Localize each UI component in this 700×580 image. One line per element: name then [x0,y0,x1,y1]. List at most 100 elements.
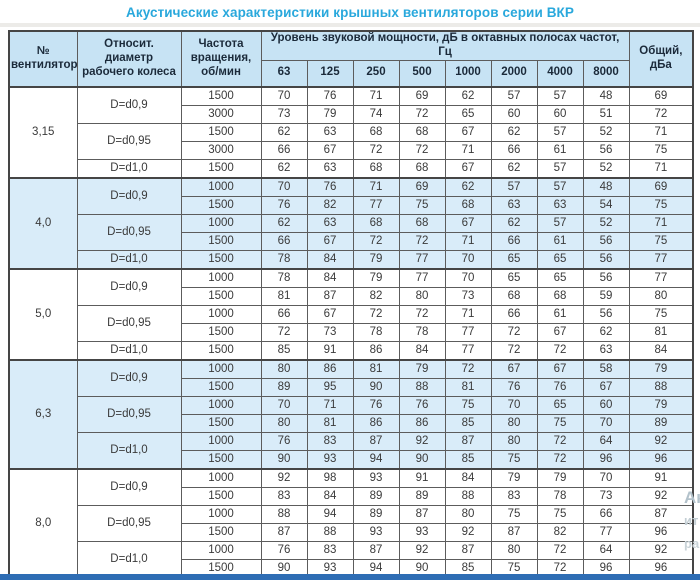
level-cell: 48 [582,85,630,106]
level-cell: 76 [306,176,354,197]
freq-header-8000: 8000 [582,59,630,88]
level-cell: 92 [260,467,308,488]
level-cell: 62 [582,322,630,342]
level-cell: 71 [352,85,400,106]
level-cell: 63 [582,340,630,361]
level-cell: 72 [536,540,584,560]
rpm-cell: 1000 [180,431,262,451]
fan-number-cell: 4,0 [8,176,78,270]
level-cell: 68 [352,122,400,142]
level-cell: 67 [444,213,492,233]
level-cell: 93 [398,522,446,542]
fan-number-cell: 8,0 [8,467,78,579]
freq-header-4000: 4000 [536,59,584,88]
total-cell: 92 [628,540,694,560]
table-row: 1500 72 73 78 78 77 72 67 62 81 [9,322,694,342]
rpm-cell: 1500 [180,85,262,106]
level-cell: 57 [490,176,538,197]
level-cell: 75 [444,395,492,415]
level-cell: 78 [260,267,308,288]
total-cell: 75 [628,231,694,251]
level-cell: 87 [306,286,354,306]
level-cell: 67 [536,322,584,342]
level-cell: 94 [306,504,354,524]
level-cell: 68 [352,158,400,179]
level-cell: 87 [398,504,446,524]
level-cell: 93 [352,467,400,488]
level-cell: 81 [352,358,400,379]
level-cell: 78 [536,486,584,506]
total-cell: 77 [628,267,694,288]
level-cell: 81 [306,413,354,433]
level-cell: 86 [398,413,446,433]
level-cell: 89 [352,486,400,506]
level-cell: 62 [490,158,538,179]
level-cell: 87 [352,540,400,560]
level-cell: 72 [398,231,446,251]
watermark-fragment: ит [684,513,699,528]
level-cell: 57 [536,85,584,106]
level-cell: 79 [352,267,400,288]
freq-header-250: 250 [352,59,400,88]
level-cell: 86 [306,358,354,379]
level-cell: 82 [536,522,584,542]
total-cell: 79 [628,358,694,379]
table-row: D=d0,95 1000 66 67 72 72 71 66 61 56 75 [9,304,694,342]
level-cell: 72 [352,231,400,251]
level-cell: 91 [398,467,446,488]
level-cell: 61 [536,304,584,324]
level-cell: 68 [444,195,492,215]
level-cell: 57 [536,213,584,233]
frequency-header-row: 63 125 250 500 1000 2000 4000 8000 [9,59,693,88]
level-cell: 72 [536,449,584,470]
level-cell: 77 [582,522,630,542]
diameter-cell: D=d0,95 [76,213,182,251]
level-cell: 71 [444,140,492,160]
level-cell: 68 [398,158,446,179]
level-cell: 60 [536,104,584,124]
level-cell: 78 [352,322,400,342]
total-cell: 89 [628,413,694,433]
level-cell: 77 [352,195,400,215]
level-cell: 94 [352,558,400,579]
col-header-rpm: Частота вращения, об/мин [180,30,262,88]
total-cell: 75 [628,195,694,215]
rpm-cell: 1500 [180,340,262,361]
diameter-cell: D=d0,9 [76,176,182,215]
level-cell: 67 [582,377,630,397]
level-cell: 76 [490,377,538,397]
table-row: D=d1,0 1000 76 83 87 92 87 80 72 64 92 [9,431,694,470]
level-cell: 70 [260,85,308,106]
rpm-cell: 3000 [180,140,262,160]
level-cell: 88 [398,377,446,397]
watermark-fragment: Ак [684,488,700,507]
level-cell: 57 [536,176,584,197]
rpm-cell: 1500 [180,286,262,306]
level-cell: 85 [444,413,492,433]
level-cell: 80 [444,504,492,524]
table-row: 1500 87 88 93 93 92 87 82 77 96 [9,522,694,542]
level-cell: 70 [490,395,538,415]
table-row: 1500 89 95 90 88 81 76 76 67 88 [9,377,694,397]
total-cell: 79 [628,395,694,415]
rpm-cell: 1500 [180,249,262,270]
level-cell: 93 [306,449,354,470]
total-cell: 96 [628,522,694,542]
table-row: 1500 81 87 82 80 73 68 68 59 80 [9,286,694,306]
table-row: D=d1,0 1500 78 84 79 77 70 65 65 56 77 [9,249,694,270]
diameter-cell: D=d1,0 [76,340,182,361]
level-cell: 75 [536,413,584,433]
level-cell: 82 [352,286,400,306]
level-cell: 73 [260,104,308,124]
level-cell: 62 [490,122,538,142]
diameter-cell: D=d1,0 [76,540,182,579]
table-row: 1500 80 81 86 86 85 80 75 70 89 [9,413,694,433]
col-header-spl-group: Уровень звуковой мощности, дБ в октавных… [260,30,630,61]
level-cell: 90 [352,377,400,397]
rpm-cell: 1000 [180,395,262,415]
level-cell: 63 [536,195,584,215]
level-cell: 63 [306,122,354,142]
level-cell: 88 [260,504,308,524]
level-cell: 68 [490,286,538,306]
total-cell: 88 [628,377,694,397]
